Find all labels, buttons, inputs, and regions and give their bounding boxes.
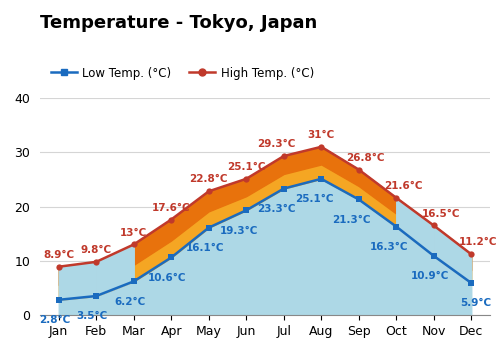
Text: 21.3°C: 21.3°C: [332, 215, 371, 225]
Text: 10.9°C: 10.9°C: [410, 271, 449, 281]
Text: 31°C: 31°C: [308, 130, 335, 140]
Text: 16.1°C: 16.1°C: [186, 243, 224, 253]
Text: 11.2°C: 11.2°C: [459, 237, 498, 247]
Text: 16.3°C: 16.3°C: [370, 242, 408, 252]
Text: 25.1°C: 25.1°C: [295, 194, 334, 204]
Text: 2.8°C: 2.8°C: [39, 315, 70, 325]
Text: 26.8°C: 26.8°C: [346, 153, 385, 163]
Text: 3.5°C: 3.5°C: [76, 311, 108, 321]
Text: 19.3°C: 19.3°C: [220, 226, 258, 236]
Text: 6.2°C: 6.2°C: [114, 297, 145, 307]
Text: 17.6°C: 17.6°C: [152, 203, 190, 212]
Text: 10.6°C: 10.6°C: [148, 273, 186, 283]
Legend: Low Temp. (°C), High Temp. (°C): Low Temp. (°C), High Temp. (°C): [46, 62, 319, 84]
Text: 9.8°C: 9.8°C: [80, 245, 112, 255]
Text: 23.3°C: 23.3°C: [258, 204, 296, 214]
Text: 25.1°C: 25.1°C: [227, 162, 266, 172]
Text: 16.5°C: 16.5°C: [422, 209, 460, 218]
Text: 13°C: 13°C: [120, 228, 148, 238]
Text: Temperature - Tokyo, Japan: Temperature - Tokyo, Japan: [40, 14, 318, 32]
Text: 5.9°C: 5.9°C: [460, 298, 491, 308]
Text: 29.3°C: 29.3°C: [258, 139, 296, 149]
Text: 21.6°C: 21.6°C: [384, 181, 422, 191]
Text: 22.8°C: 22.8°C: [190, 174, 228, 184]
Text: 8.9°C: 8.9°C: [43, 250, 74, 260]
